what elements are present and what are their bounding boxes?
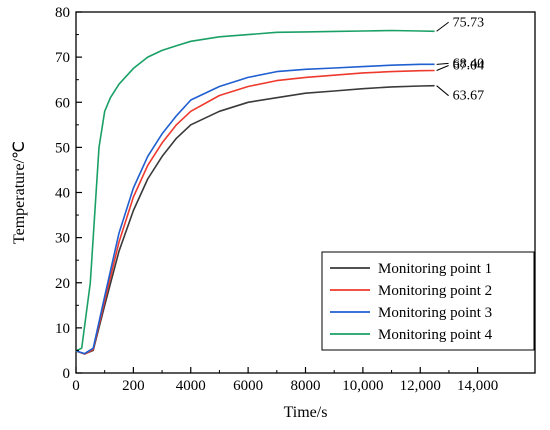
- legend-label: Monitoring point 4: [378, 327, 493, 343]
- y-tick-label: 20: [55, 276, 70, 292]
- y-tick-label: 70: [55, 50, 70, 66]
- ticks-layer: 0 200 4000 6000 8000 10,000 12,000 14,000 0 10 20 3…: [55, 5, 498, 394]
- x-tick-label: 14,000: [457, 378, 498, 394]
- series-line-4: [75, 29, 435, 352]
- x-tick-label: 0: [72, 378, 80, 394]
- x-tick-label: 8000: [291, 378, 321, 394]
- end-value-label: 75.73: [453, 15, 485, 30]
- y-tick-label: 50: [55, 140, 70, 156]
- end-value-label: 67.04: [453, 58, 485, 73]
- end-label-leader: [436, 65, 449, 71]
- series-line-1: [75, 84, 435, 355]
- legend: Monitoring point 1 Monitoring point 2 Moni…: [321, 251, 535, 351]
- x-tick-label: 6000: [233, 378, 263, 394]
- y-axis-title: Temperature/℃: [11, 141, 28, 244]
- end-value-label: 63.67: [453, 89, 485, 104]
- x-tick-label: 200: [122, 378, 145, 394]
- end-label-leader: [436, 85, 449, 97]
- series-line-2: [75, 69, 435, 355]
- legend-label: Monitoring point 2: [378, 283, 492, 299]
- y-tick-label: 10: [55, 321, 70, 337]
- y-tick-label: 0: [63, 366, 71, 382]
- y-tick-label: 30: [55, 231, 70, 247]
- x-tick-label: 12,000: [400, 378, 441, 394]
- x-tick-label: 4000: [176, 378, 206, 394]
- series-line-3: [75, 63, 435, 355]
- y-tick-label: 40: [55, 186, 70, 202]
- y-tick-label: 80: [55, 5, 70, 21]
- series-layer: [75, 29, 435, 355]
- end-label-leader: [436, 21, 449, 32]
- y-tick-label: 60: [55, 95, 70, 111]
- x-tick-label: 10,000: [342, 378, 383, 394]
- legend-label: Monitoring point 1: [378, 261, 492, 277]
- x-axis-title: Time/s: [284, 404, 328, 421]
- end-label-leader: [436, 62, 449, 65]
- legend-label: Monitoring point 3: [378, 305, 492, 321]
- end-value-label: 68.40: [453, 56, 485, 71]
